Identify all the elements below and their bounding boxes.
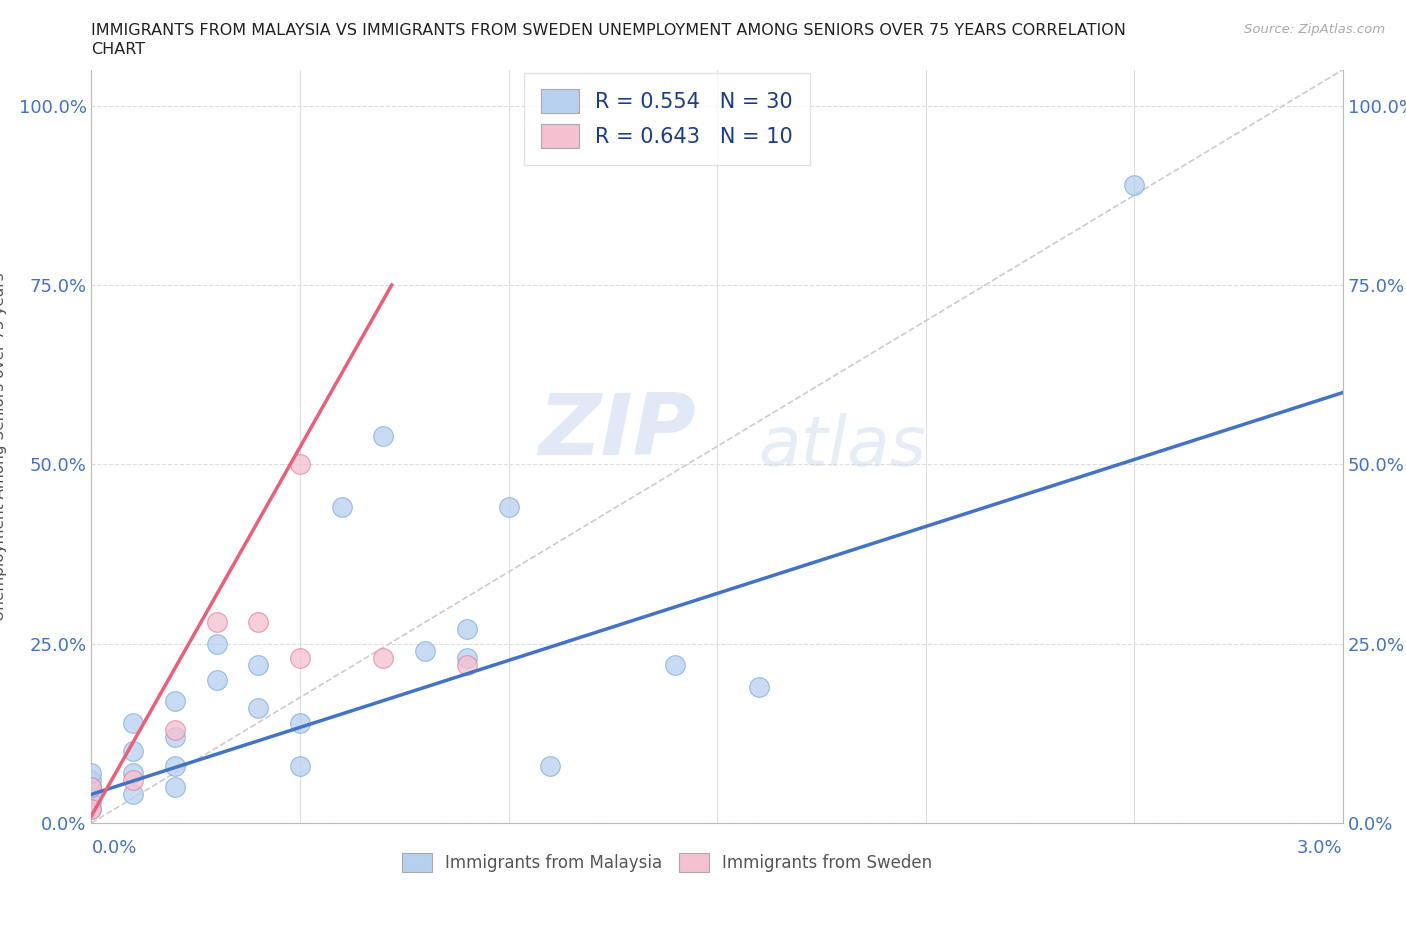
- Point: [456, 651, 478, 666]
- Point: [456, 658, 478, 672]
- Point: [330, 500, 353, 515]
- Text: ZIP: ZIP: [538, 390, 696, 472]
- Point: [80, 787, 103, 802]
- Point: [373, 428, 395, 443]
- Point: [288, 715, 311, 730]
- Point: [664, 658, 686, 672]
- Text: Source: ZipAtlas.com: Source: ZipAtlas.com: [1244, 23, 1385, 36]
- Point: [247, 615, 270, 630]
- Point: [1123, 177, 1146, 192]
- Point: [122, 787, 145, 802]
- Point: [80, 802, 103, 817]
- Point: [288, 651, 311, 666]
- Point: [163, 694, 186, 709]
- Point: [122, 744, 145, 759]
- Text: CHART: CHART: [91, 42, 145, 57]
- Point: [163, 729, 186, 744]
- Point: [456, 622, 478, 637]
- Point: [538, 758, 561, 773]
- Point: [205, 672, 228, 687]
- Point: [748, 679, 770, 694]
- Point: [122, 765, 145, 780]
- Text: 3.0%: 3.0%: [1298, 839, 1343, 857]
- Text: IMMIGRANTS FROM MALAYSIA VS IMMIGRANTS FROM SWEDEN UNEMPLOYMENT AMONG SENIORS OV: IMMIGRANTS FROM MALAYSIA VS IMMIGRANTS F…: [91, 23, 1126, 38]
- Point: [122, 715, 145, 730]
- Y-axis label: Unemployment Among Seniors over 75 years: Unemployment Among Seniors over 75 years: [0, 272, 7, 620]
- Point: [205, 636, 228, 651]
- Point: [163, 779, 186, 794]
- Point: [80, 802, 103, 817]
- Point: [80, 773, 103, 788]
- Point: [163, 758, 186, 773]
- Point: [80, 779, 103, 794]
- Point: [247, 701, 270, 716]
- Point: [80, 779, 103, 794]
- Text: atlas: atlas: [758, 413, 927, 480]
- Point: [373, 651, 395, 666]
- Point: [163, 723, 186, 737]
- Text: 0.0%: 0.0%: [91, 839, 136, 857]
- Point: [413, 644, 436, 658]
- Point: [205, 615, 228, 630]
- Point: [498, 500, 520, 515]
- Point: [288, 457, 311, 472]
- Point: [80, 765, 103, 780]
- Point: [247, 658, 270, 672]
- Point: [288, 758, 311, 773]
- Point: [122, 773, 145, 788]
- Legend: Immigrants from Malaysia, Immigrants from Sweden: Immigrants from Malaysia, Immigrants fro…: [395, 846, 939, 879]
- Point: [80, 794, 103, 809]
